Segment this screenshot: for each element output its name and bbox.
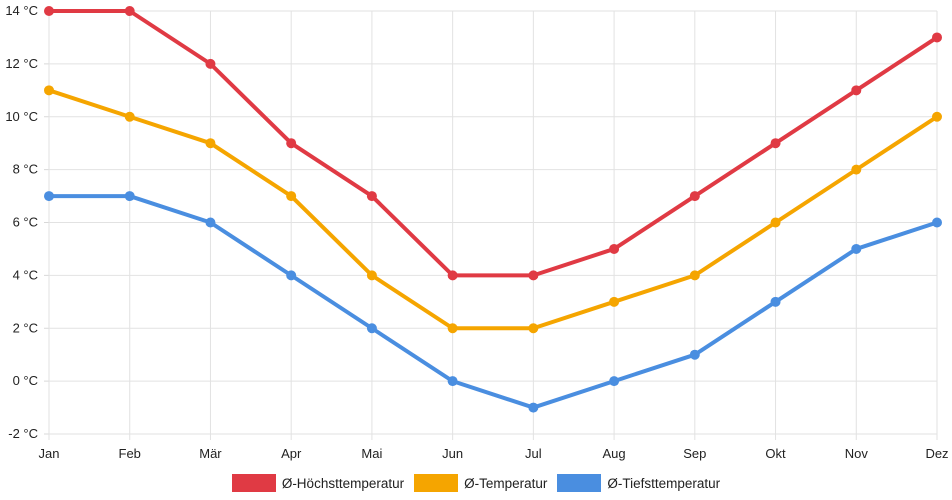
y-tick-label: 14 °C xyxy=(5,3,38,18)
data-point[interactable] xyxy=(366,191,377,202)
data-point[interactable] xyxy=(851,243,862,254)
data-point[interactable] xyxy=(124,6,135,16)
legend-swatch-low xyxy=(557,474,602,492)
data-point[interactable] xyxy=(528,402,539,413)
legend-swatch-avg xyxy=(414,474,459,492)
grid-lines xyxy=(44,10,938,440)
x-tick-label: Jun xyxy=(442,446,463,461)
data-point[interactable] xyxy=(205,217,216,228)
x-axis-tick-labels: Jan Feb Mär Apr Mai Jun Jul Aug Sep Okt Nov Dez xyxy=(39,446,949,461)
data-point[interactable] xyxy=(44,6,54,16)
series-line xyxy=(47,88,939,331)
x-tick-label: Jul xyxy=(525,446,542,461)
data-point[interactable] xyxy=(932,217,942,228)
x-tick-label: Nov xyxy=(845,446,869,461)
series-line xyxy=(47,194,939,410)
legend-swatch-high xyxy=(231,474,276,492)
data-point[interactable] xyxy=(124,111,135,122)
legend-label-low: Ø-Tiefsttemperatur xyxy=(607,475,721,491)
x-tick-label: Mär xyxy=(199,446,222,461)
data-point[interactable] xyxy=(44,85,54,96)
data-point[interactable] xyxy=(286,270,297,281)
y-tick-label: 2 °C xyxy=(13,320,38,335)
data-point[interactable] xyxy=(205,138,216,149)
x-tick-label: Apr xyxy=(281,446,302,461)
x-tick-label: Aug xyxy=(603,446,626,461)
data-point[interactable] xyxy=(447,270,458,281)
data-point[interactable] xyxy=(609,296,620,307)
data-point[interactable] xyxy=(528,270,539,281)
x-tick-label: Dez xyxy=(925,446,948,461)
data-point[interactable] xyxy=(932,32,942,43)
series-lines xyxy=(44,6,942,413)
data-point[interactable] xyxy=(770,138,781,149)
data-point[interactable] xyxy=(851,164,862,175)
x-tick-label: Jan xyxy=(39,446,60,461)
y-tick-label: 4 °C xyxy=(13,267,38,282)
legend-item-low[interactable]: Ø-Tiefsttemperatur xyxy=(557,474,720,492)
data-point[interactable] xyxy=(366,270,377,281)
data-point[interactable] xyxy=(609,243,620,254)
data-point[interactable] xyxy=(770,296,781,307)
series-0 xyxy=(44,6,942,281)
x-tick-label: Mai xyxy=(361,446,382,461)
data-point[interactable] xyxy=(770,217,781,228)
series-line xyxy=(47,9,939,278)
data-point[interactable] xyxy=(44,191,54,202)
data-point[interactable] xyxy=(689,270,700,281)
y-tick-label: 10 °C xyxy=(5,109,38,124)
data-point[interactable] xyxy=(689,191,700,202)
data-point[interactable] xyxy=(124,191,135,202)
legend: Ø-Höchsttemperatur Ø-Temperatur Ø-Tiefst… xyxy=(0,471,952,495)
data-point[interactable] xyxy=(447,323,458,334)
legend-label-high: Ø-Höchsttemperatur xyxy=(281,475,405,491)
legend-label-avg: Ø-Temperatur xyxy=(464,475,548,491)
data-point[interactable] xyxy=(851,85,862,96)
data-point[interactable] xyxy=(689,349,700,360)
data-point[interactable] xyxy=(609,376,620,387)
data-point[interactable] xyxy=(286,138,297,149)
x-tick-label: Feb xyxy=(119,446,141,461)
y-tick-label: 8 °C xyxy=(13,162,38,177)
y-tick-label: 6 °C xyxy=(13,215,38,230)
data-point[interactable] xyxy=(366,323,377,334)
x-tick-label: Okt xyxy=(765,446,786,461)
legend-item-avg[interactable]: Ø-Temperatur xyxy=(414,474,547,492)
x-tick-label: Sep xyxy=(683,446,706,461)
series-1 xyxy=(44,85,942,334)
data-point[interactable] xyxy=(286,191,297,202)
y-axis-tick-labels: -2 °C 0 °C 2 °C 4 °C 6 °C 8 °C 10 °C 12 °C 14 °C xyxy=(5,3,38,441)
y-tick-label: 12 °C xyxy=(5,56,38,71)
legend-item-high[interactable]: Ø-Höchsttemperatur xyxy=(231,474,405,492)
y-tick-label: -2 °C xyxy=(8,426,38,441)
y-tick-label: 0 °C xyxy=(13,373,38,388)
data-point[interactable] xyxy=(528,323,539,334)
series-2 xyxy=(44,191,942,413)
data-point[interactable] xyxy=(932,111,942,122)
data-point[interactable] xyxy=(205,58,216,69)
data-point[interactable] xyxy=(447,376,458,387)
